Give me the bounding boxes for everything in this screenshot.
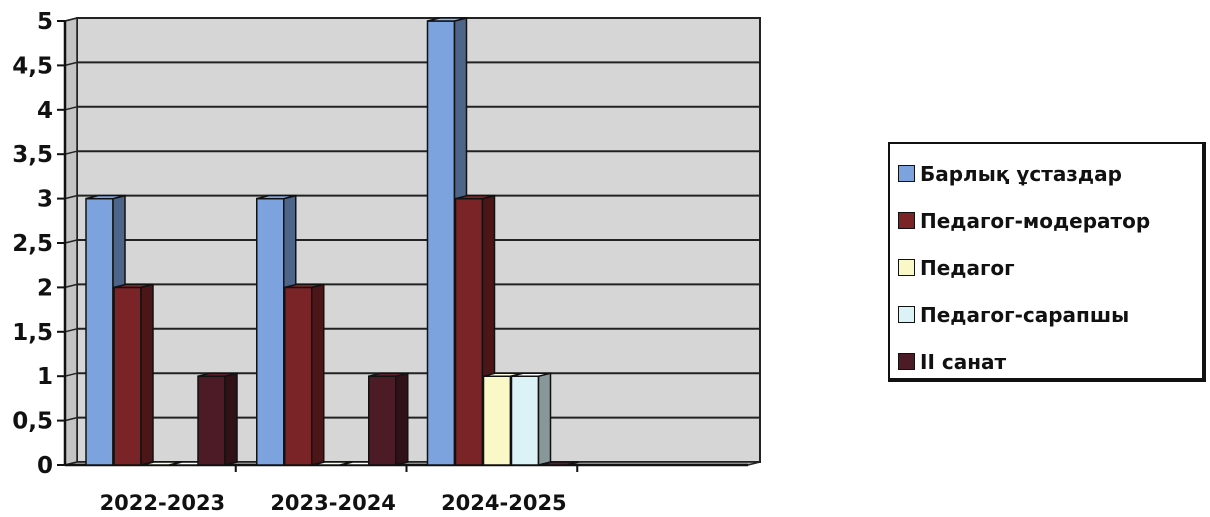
y-tick-label: 4,5 [12, 53, 53, 79]
legend-item: II санат [898, 338, 1202, 385]
bar-top [455, 194, 495, 200]
legend: Барлық ұстаздар Педагог-модератор Педаго… [888, 142, 1206, 382]
y-tick-labels: 0 0,5 1 1,5 2 2,5 3 3,5 4 4,5 5 [12, 9, 53, 479]
bar-side [395, 372, 409, 466]
chart-walls [64, 17, 761, 466]
y-tick-label: 1 [37, 364, 53, 390]
bar-side [224, 372, 238, 466]
bar-side [537, 372, 552, 466]
bar-side [140, 283, 154, 466]
y-tick-label: 3,5 [12, 142, 53, 168]
legend-label: Педагог-сарапшы [920, 302, 1130, 327]
legend-swatch [898, 212, 915, 229]
x-tick-labels: 2022-2023 2023-2024 2024-2025 [100, 491, 567, 515]
legend-label: Педагог [920, 255, 1015, 280]
x-tick-label: 2022-2023 [100, 491, 226, 515]
y-tick-label: 3 [37, 187, 53, 213]
legend-swatch [898, 259, 915, 276]
x-tick-label: 2024-2025 [441, 491, 567, 515]
bar-top [511, 372, 551, 377]
gridline-side [64, 283, 78, 289]
bar-front [256, 197, 285, 466]
bar-front [368, 375, 397, 466]
bar-front [426, 20, 456, 466]
bar-top [427, 17, 467, 22]
bar-top [368, 372, 408, 377]
legend-label: Барлық ұстаздар [920, 161, 1122, 186]
gridline-side [64, 106, 78, 111]
legend-label: II санат [920, 349, 1007, 374]
bar [256, 194, 297, 466]
legend-item: Педагог [898, 244, 1202, 291]
gridline-side [64, 372, 78, 377]
y-tick-label: 2,5 [12, 231, 53, 257]
gridline-side [64, 61, 78, 67]
bar-front [510, 375, 540, 466]
gridline-side [64, 416, 78, 422]
bar-top [85, 194, 126, 200]
bar-top [539, 461, 579, 466]
gridline-side [64, 150, 78, 155]
legend-item: Педагог-модератор [898, 197, 1202, 244]
y-tick-label: 1,5 [12, 320, 53, 346]
y-tick-label: 5 [37, 9, 53, 35]
bar-front [482, 375, 512, 466]
legend-label: Педагог-модератор [920, 208, 1151, 233]
gridlines [64, 17, 760, 422]
gridline-side [64, 194, 78, 200]
gridline-side [64, 17, 78, 22]
bar [113, 283, 154, 466]
bar-front [113, 286, 142, 466]
bars [85, 17, 579, 466]
legend-item: Педагог-сарапшы [898, 291, 1202, 338]
legend-swatch [898, 353, 915, 370]
legend-item: Барлық ұстаздар [898, 150, 1202, 197]
bar [284, 283, 325, 466]
bar-front [197, 375, 226, 466]
bar-front [85, 197, 114, 466]
y-tick-label: 2 [37, 275, 53, 301]
x-tick-label: 2023-2024 [270, 491, 396, 515]
y-tick-label: 4 [37, 98, 53, 124]
legend-swatch [898, 165, 915, 182]
y-tick-label: 0,5 [12, 409, 53, 435]
y-tick-label: 0 [37, 453, 53, 479]
bar [510, 372, 552, 466]
gridline-side [64, 239, 78, 244]
legend-swatch [898, 306, 915, 323]
bar-front [284, 286, 313, 466]
bar [197, 372, 238, 466]
bar-side [311, 283, 325, 466]
bar-top [256, 194, 296, 200]
bar-front [454, 197, 484, 466]
gridline-side [64, 328, 78, 333]
bar [368, 372, 409, 466]
bar-top [197, 372, 238, 377]
bar-top [284, 283, 324, 289]
bar-top [113, 283, 154, 289]
bar [539, 461, 579, 466]
